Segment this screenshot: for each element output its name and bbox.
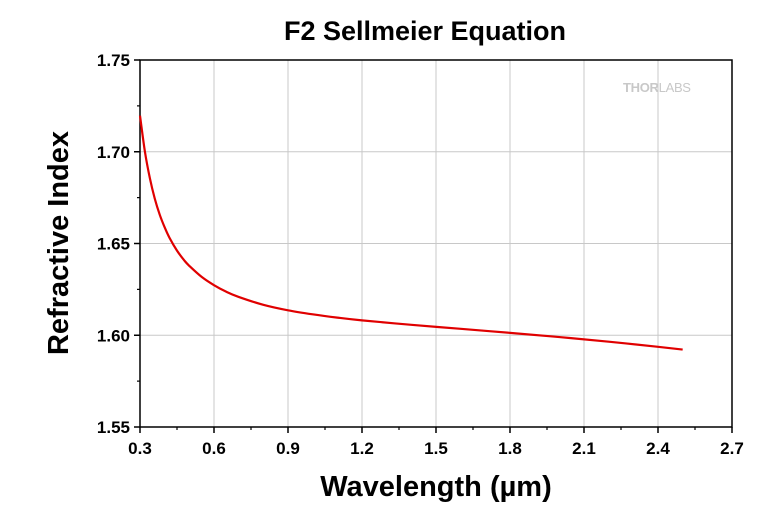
y-tick-label: 1.60	[97, 326, 130, 345]
y-axis-title: Refractive Index	[43, 131, 75, 355]
y-axis-tick-labels: 1.55 1.60 1.65 1.70 1.75	[97, 51, 130, 437]
y-tick-label: 1.75	[97, 51, 130, 70]
x-tick-label: 1.5	[424, 439, 448, 458]
chart-title: F2 Sellmeier Equation	[284, 16, 566, 46]
y-tick-label: 1.65	[97, 235, 130, 254]
x-tick-label: 0.6	[202, 439, 226, 458]
grid	[140, 60, 732, 427]
x-tick-label: 0.3	[128, 439, 152, 458]
x-tick-label: 2.7	[720, 439, 744, 458]
series-layer	[138, 115, 683, 351]
series-line	[138, 115, 683, 351]
x-tick-label: 2.1	[572, 439, 596, 458]
x-tick-label: 0.9	[276, 439, 300, 458]
x-tick-label: 1.8	[498, 439, 522, 458]
x-tick-label: 2.4	[646, 439, 670, 458]
x-axis-tick-labels: 0.3 0.6 0.9 1.2 1.5 1.8 2.1 2.4 2.7	[128, 439, 744, 458]
x-axis-title: Wavelength (µm)	[320, 471, 552, 503]
thorlabs-watermark: THORLABS	[623, 80, 692, 95]
y-tick-label: 1.55	[97, 418, 130, 437]
axis-ticks	[134, 59, 733, 433]
y-tick-label: 1.70	[97, 143, 130, 162]
watermark-thor: THORLABS	[623, 80, 691, 95]
x-tick-label: 1.2	[350, 439, 374, 458]
